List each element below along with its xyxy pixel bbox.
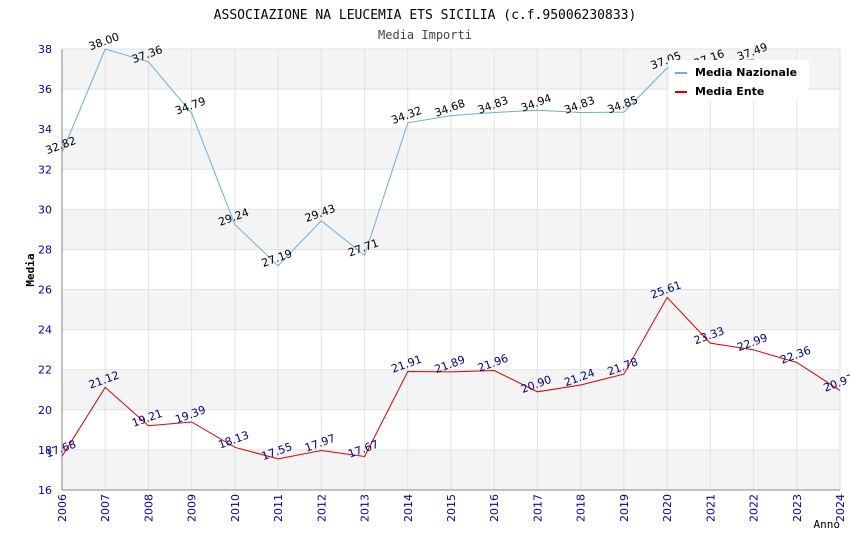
data-label: 34.83 [562,94,596,117]
x-tick-label: 2008 [142,494,155,522]
data-label: 22.99 [735,331,769,354]
chart-subtitle: Media Importi [378,28,472,42]
x-tick-label: 2020 [661,494,674,522]
y-tick-label: 24 [38,324,52,337]
x-axis-label: Anno [814,518,841,531]
data-label: 19.21 [130,407,164,430]
series-layer [61,48,841,460]
legend: Media Nazionale Media Ente [669,60,809,100]
data-label: 22.36 [779,344,813,367]
x-tick-label: 2015 [445,494,458,522]
x-tick-label: 2016 [488,494,501,522]
x-tick-label: 2017 [531,494,544,522]
y-tick-label: 32 [38,163,52,176]
x-tick-label: 2009 [186,494,199,522]
x-tick-label: 2018 [575,494,588,522]
data-label: 34.83 [476,94,510,117]
x-tick-label: 2019 [618,494,631,522]
y-tick-label: 26 [38,284,52,297]
x-tick-label: 2014 [402,494,415,522]
x-tick-label: 2013 [359,494,372,522]
data-label: 18.13 [217,429,251,452]
y-tick-label: 30 [38,203,52,216]
x-tick-label: 2007 [99,494,112,522]
y-tick-label: 20 [38,404,52,417]
x-tick-label: 2022 [748,494,761,522]
y-axis-label: Media [24,253,37,286]
y-tick-label: 18 [38,444,52,457]
x-tick-label: 2023 [791,494,804,522]
x-tick-label: 2011 [272,494,285,522]
legend-entry: Media Ente [695,85,764,98]
x-tick-label: 2010 [229,494,242,522]
legend-box [669,60,809,100]
legend-entry: Media Nazionale [695,66,797,79]
series-line [61,296,841,460]
x-tick-label: 2012 [315,494,328,522]
data-label: 34.85 [606,93,640,116]
y-tick-label: 22 [38,364,52,377]
y-tick-label: 38 [38,43,52,56]
x-tick-label: 2024 [834,494,847,522]
y-tick-label: 36 [38,83,52,96]
y-tick-label: 16 [38,484,52,497]
data-label: 34.68 [433,97,467,120]
x-tick-label: 2021 [704,494,717,522]
y-tick-label: 28 [38,243,52,256]
series-line [61,48,754,267]
x-tick-label: 2006 [56,494,69,522]
y-tick-label: 34 [38,123,52,136]
data-label: 34.32 [390,104,424,127]
data-label: 27.19 [260,247,294,270]
chart-title: ASSOCIAZIONE NA LEUCEMIA ETS SICILIA (c.… [214,8,637,23]
